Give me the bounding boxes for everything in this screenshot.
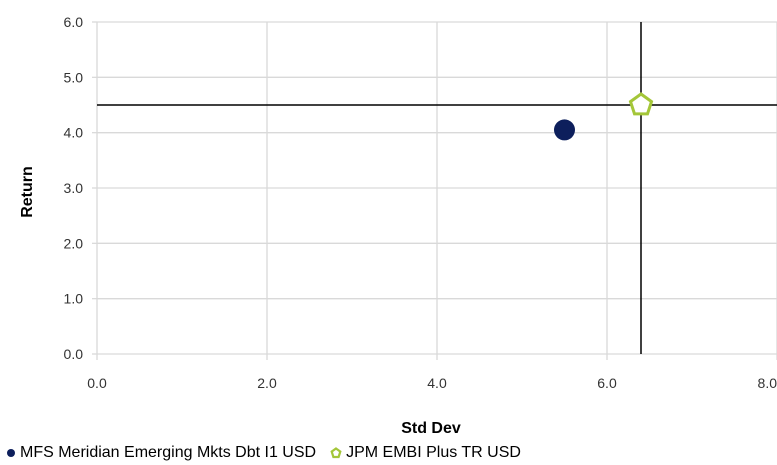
circle-marker-icon	[7, 449, 15, 457]
point-benchmark	[628, 92, 654, 116]
legend-item-fund: MFS Meridian Emerging Mkts Dbt I1 USD	[6, 444, 316, 462]
x-tick-label: 4.0	[427, 375, 447, 391]
x-tick-label: 8.0	[758, 375, 777, 391]
pentagon-marker-icon	[330, 447, 342, 459]
x-tick-label: 6.0	[597, 375, 617, 391]
y-axis-title: Return	[19, 166, 36, 218]
y-tick-label: 1.0	[64, 291, 84, 307]
tick-labels: 0.0 1.0 2.0 3.0 4.0 5.0 6.0 0.0 2.0 4.0 6.0 8.0	[64, 14, 777, 391]
x-tick-label: 2.0	[257, 375, 277, 391]
legend-item-benchmark: JPM EMBI Plus TR USD	[330, 444, 521, 462]
y-tick-label: 4.0	[64, 125, 84, 141]
point-fund	[554, 119, 575, 141]
legend-label-fund: MFS Meridian Emerging Mkts Dbt I1 USD	[20, 444, 317, 461]
y-tick-label: 5.0	[64, 69, 84, 85]
x-axis-title: Std Dev	[401, 420, 461, 437]
legend: MFS Meridian Emerging Mkts Dbt I1 USD JP…	[6, 444, 535, 462]
legend-label-benchmark: JPM EMBI Plus TR USD	[346, 444, 521, 461]
data-points	[554, 92, 654, 141]
y-tick-label: 6.0	[64, 14, 84, 30]
x-tick-label: 0.0	[87, 375, 107, 391]
y-tick-label: 0.0	[64, 346, 84, 362]
reference-lines	[97, 22, 777, 354]
y-tick-label: 2.0	[64, 235, 84, 251]
grid	[92, 21, 777, 360]
y-tick-label: 3.0	[64, 180, 84, 196]
